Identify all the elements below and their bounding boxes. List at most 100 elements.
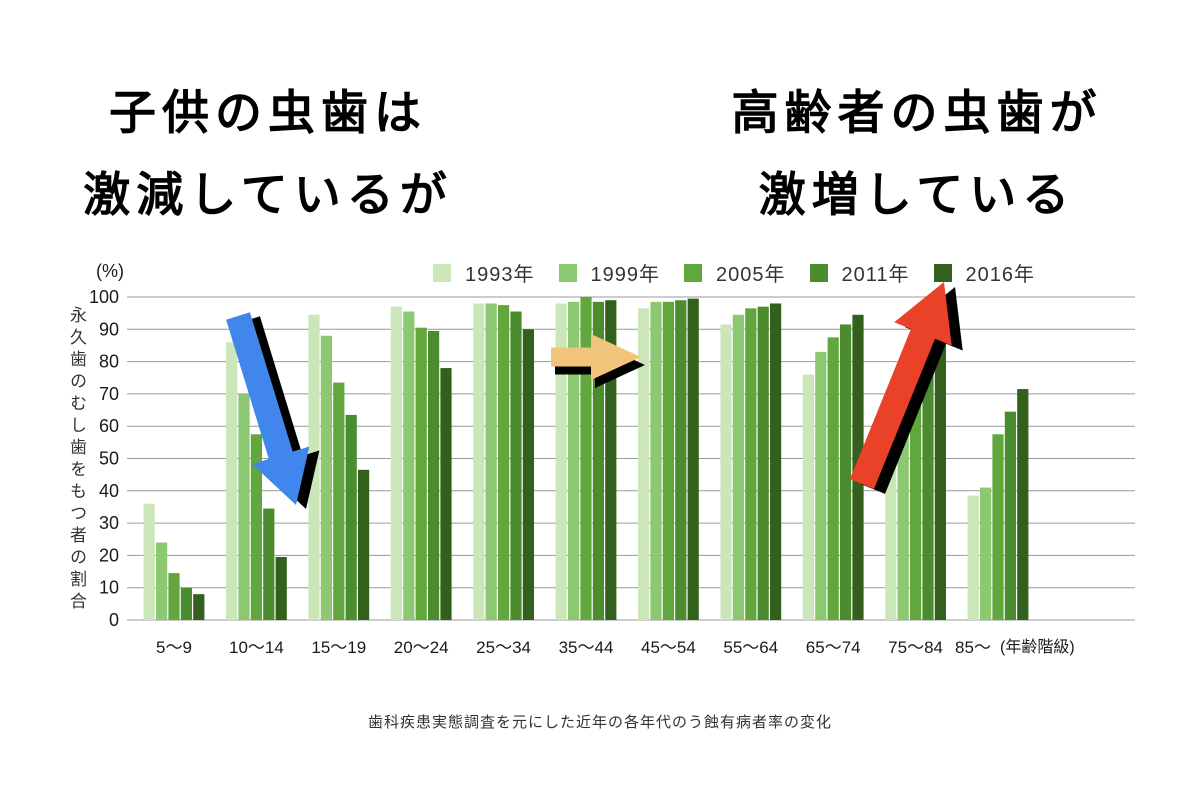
bar-20〜24-1993年 — [390, 306, 402, 620]
legend-swatch-icon — [809, 263, 828, 282]
bar-20〜24-2011年 — [428, 330, 440, 620]
x-axis-suffix-label: (年齢階級) — [1000, 638, 1075, 656]
bar-75〜84-2005年 — [910, 400, 922, 620]
chart-legend: 1993年 1999年 2005年 2011年 2016年 — [433, 258, 1035, 287]
bar-5〜9-2005年 — [168, 573, 180, 620]
legend-swatch-icon — [684, 263, 702, 282]
x-tick-label: 10〜14 — [229, 638, 284, 657]
legend-item-2005年: 2005年 — [684, 258, 786, 287]
y-tick-label: 0 — [109, 610, 119, 630]
bar-35〜44-1993年 — [555, 303, 567, 620]
decline-arrow-icon — [226, 312, 310, 505]
bar-65〜74-1999年 — [815, 351, 827, 620]
legend-label: 1993年 — [465, 264, 535, 286]
bar-5〜9-2011年 — [180, 587, 192, 620]
headline-children-line1: 子供の虫歯は — [109, 86, 427, 139]
x-tick-label: 65〜74 — [806, 638, 861, 657]
legend-label: 2016年 — [965, 264, 1036, 286]
bar-15〜19-2016年 — [358, 469, 370, 620]
bar-45〜54-1999年 — [650, 301, 662, 620]
bar-25〜34-1993年 — [473, 303, 485, 620]
bar-45〜54-2005年 — [662, 301, 674, 620]
bar-20〜24-1999年 — [403, 311, 415, 620]
legend-label: 2005年 — [716, 264, 786, 286]
bar-75〜84-2011年 — [922, 348, 934, 620]
bar-55〜64-2005年 — [745, 308, 757, 620]
bar-10〜14-1993年 — [226, 342, 238, 620]
legend-swatch-icon — [433, 263, 451, 282]
x-tick-label: 85〜 — [955, 638, 991, 657]
y-tick-label: 80 — [99, 352, 119, 372]
chart-caption: 歯科疾患実態調査を元にした近年の各年代のう蝕有病者率の変化 — [367, 714, 832, 731]
y-axis-unit-label: (%) — [96, 261, 124, 281]
transition-arrow-icon — [551, 334, 641, 380]
bar-85〜-2011年 — [1004, 411, 1016, 620]
bar-25〜34-2016年 — [522, 329, 534, 620]
x-tick-label: 15〜19 — [311, 638, 366, 657]
bar-5〜9-1999年 — [156, 542, 168, 620]
legend-label: 2011年 — [841, 264, 910, 286]
bar-55〜64-1999年 — [732, 314, 744, 620]
y-tick-label: 70 — [99, 384, 119, 404]
y-tick-label: 30 — [99, 513, 119, 533]
bar-5〜9-2016年 — [193, 594, 205, 620]
surge-arrow-icon — [850, 282, 952, 489]
bar-25〜34-1999年 — [485, 303, 497, 620]
x-tick-label: 45〜54 — [641, 638, 696, 657]
legend-swatch-icon — [558, 263, 577, 282]
x-tick-label: 35〜44 — [559, 638, 614, 657]
bar-10〜14-2011年 — [263, 508, 275, 620]
y-tick-label: 40 — [99, 481, 119, 501]
bar-45〜54-1993年 — [638, 308, 650, 620]
headline-elderly: 高齢者の虫歯が 激増している — [697, 72, 1137, 236]
bar-45〜54-2011年 — [675, 300, 687, 620]
headline-elderly-line2: 激増している — [758, 168, 1076, 221]
bar-25〜34-2011年 — [510, 311, 522, 620]
bar-85〜-1999年 — [980, 487, 992, 620]
bar-35〜44-1999年 — [568, 301, 580, 620]
y-tick-label: 50 — [99, 449, 119, 469]
y-tick-label: 20 — [99, 545, 119, 565]
bar-35〜44-2016年 — [605, 300, 617, 620]
bar-55〜64-2011年 — [757, 306, 769, 620]
bar-65〜74-2005年 — [827, 337, 839, 620]
bar-15〜19-2005年 — [333, 382, 345, 620]
bar-75〜84-1993年 — [885, 445, 897, 620]
x-tick-label: 5〜9 — [156, 638, 192, 657]
bar-35〜44-2011年 — [592, 301, 604, 620]
bar-55〜64-2016年 — [770, 303, 782, 620]
y-tick-label: 100 — [89, 287, 119, 307]
headline-elderly-line1: 高齢者の虫歯が — [731, 86, 1103, 139]
bar-65〜74-1993年 — [802, 374, 814, 620]
bar-55〜64-1993年 — [720, 324, 732, 620]
headline-children-line2: 激減しているが — [83, 168, 453, 221]
headline-children: 子供の虫歯は 激減しているが — [48, 72, 488, 236]
bar-85〜-2005年 — [992, 434, 1004, 620]
bar-35〜44-2005年 — [580, 297, 592, 620]
bar-15〜19-1999年 — [320, 335, 332, 620]
y-tick-label: 10 — [99, 578, 119, 598]
bar-45〜54-2016年 — [687, 298, 699, 620]
legend-item-2016年: 2016年 — [933, 258, 1036, 287]
y-axis-title: 永久歯のむし歯をもつ者の割合 — [67, 306, 86, 614]
bar-10〜14-2005年 — [250, 434, 262, 620]
bar-65〜74-2011年 — [840, 324, 852, 620]
bar-5〜9-1993年 — [143, 503, 155, 620]
bar-75〜84-1999年 — [897, 413, 909, 620]
bar-75〜84-2016年 — [934, 337, 946, 620]
bar-10〜14-2016年 — [275, 557, 287, 620]
legend-item-1999年: 1999年 — [558, 258, 661, 287]
bar-20〜24-2016年 — [440, 368, 452, 620]
y-tick-label: 60 — [99, 416, 119, 436]
bar-15〜19-2011年 — [345, 414, 357, 620]
y-tick-label: 90 — [99, 319, 119, 339]
bar-20〜24-2005年 — [415, 327, 427, 620]
legend-label: 1999年 — [590, 264, 660, 286]
bar-25〜34-2005年 — [498, 305, 510, 620]
legend-item-2011年: 2011年 — [809, 258, 910, 287]
bar-85〜-1993年 — [967, 495, 979, 620]
bar-10〜14-1999年 — [238, 393, 250, 620]
x-tick-label: 55〜64 — [723, 638, 778, 657]
